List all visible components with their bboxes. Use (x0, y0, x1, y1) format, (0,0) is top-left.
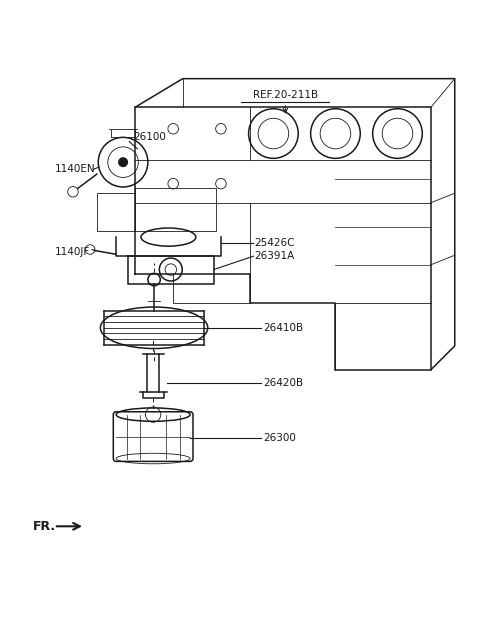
Text: REF.20-211B: REF.20-211B (253, 91, 318, 101)
Text: 1140JF: 1140JF (54, 248, 90, 258)
Text: 26300: 26300 (263, 434, 296, 444)
Text: 25426C: 25426C (254, 238, 295, 248)
Text: 26410B: 26410B (263, 322, 303, 332)
Text: 26100: 26100 (133, 132, 166, 142)
Text: FR.: FR. (33, 520, 56, 532)
Text: 26420B: 26420B (263, 378, 303, 388)
Text: 1140EN: 1140EN (55, 164, 96, 174)
Circle shape (119, 158, 127, 166)
Text: 26391A: 26391A (254, 251, 295, 261)
